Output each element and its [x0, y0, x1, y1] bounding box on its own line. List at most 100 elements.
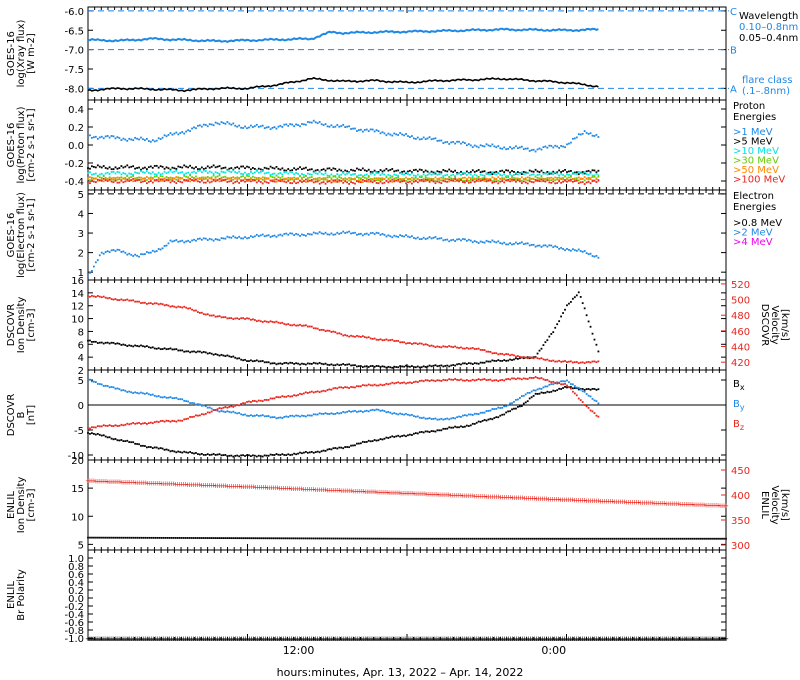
data-point	[558, 320, 561, 323]
data-point	[369, 365, 372, 367]
data-point	[440, 182, 443, 185]
data-point	[452, 238, 455, 241]
data-point	[683, 537, 686, 540]
data-point	[483, 176, 486, 179]
data-point	[403, 177, 405, 180]
data-point	[391, 381, 394, 384]
data-point: +	[219, 482, 225, 490]
data-point	[193, 178, 195, 181]
data-point: +	[247, 483, 253, 491]
data-point	[278, 537, 281, 540]
data-point	[487, 173, 490, 175]
data-point	[220, 179, 223, 182]
data-point	[587, 320, 590, 323]
data-point: +	[185, 481, 191, 489]
data-point	[114, 438, 117, 440]
data-point	[491, 359, 494, 362]
data-point	[509, 180, 511, 183]
data-point	[132, 139, 135, 142]
ytick-label: 14	[71, 289, 84, 300]
data-point	[244, 171, 246, 174]
data-point	[556, 323, 559, 326]
data-point	[518, 172, 521, 175]
data-point	[550, 179, 553, 182]
data-point	[438, 429, 441, 432]
data-point	[220, 167, 223, 170]
data-point	[253, 319, 256, 321]
data-point: +	[456, 492, 462, 500]
flare-level-label: A	[730, 84, 737, 95]
data-point	[362, 537, 365, 540]
data-point	[723, 537, 725, 540]
data-point	[536, 352, 539, 355]
data-point	[485, 360, 488, 363]
ylabel-line: Ion Density	[16, 297, 27, 354]
data-point	[481, 170, 484, 173]
data-point	[240, 237, 243, 240]
data-point	[511, 353, 513, 356]
data-point	[301, 393, 303, 396]
data-point	[240, 179, 243, 181]
data-point	[265, 126, 268, 129]
data-point	[491, 143, 494, 146]
data-point	[156, 536, 159, 539]
data-point	[448, 345, 451, 347]
data-point	[106, 425, 109, 427]
data-point	[267, 167, 270, 170]
data-point	[503, 537, 506, 540]
data-point	[218, 165, 221, 167]
data-point	[460, 179, 462, 181]
data-point	[497, 182, 500, 185]
data-point	[369, 178, 372, 181]
data-point	[526, 356, 529, 359]
data-point	[293, 176, 296, 179]
data-point	[92, 295, 95, 298]
data-point	[134, 442, 137, 445]
data-point	[305, 363, 307, 366]
data-point	[593, 537, 596, 540]
data-point	[369, 440, 372, 443]
data-point	[617, 537, 620, 540]
data-point	[546, 179, 549, 182]
data-point	[375, 408, 378, 411]
data-point	[271, 453, 274, 456]
data-point	[228, 170, 231, 173]
data-point	[204, 170, 207, 172]
data-point	[120, 536, 123, 539]
data-point	[283, 362, 286, 364]
data-point	[305, 181, 307, 183]
data-point	[171, 133, 174, 136]
data-point	[526, 179, 529, 182]
data-point	[513, 537, 516, 540]
data-point	[405, 364, 407, 367]
data-point	[338, 537, 341, 540]
data-point	[147, 140, 150, 142]
data-point	[257, 176, 260, 179]
data-point	[534, 376, 537, 378]
data-point	[522, 148, 525, 151]
data-point	[481, 349, 484, 351]
ytick-label: 0	[78, 401, 84, 412]
data-point	[454, 180, 456, 183]
data-point	[361, 234, 364, 237]
data-point	[293, 178, 296, 181]
data-point: +	[225, 482, 231, 490]
data-point	[165, 166, 168, 169]
data-point	[179, 180, 182, 183]
data-point	[294, 537, 297, 540]
data-point: +	[294, 485, 300, 493]
data-point	[202, 537, 205, 539]
data-point	[564, 179, 566, 181]
data-point	[287, 323, 290, 325]
data-point	[297, 167, 299, 170]
data-point	[407, 365, 409, 368]
data-point	[177, 180, 180, 183]
data-point	[189, 174, 191, 177]
data-point	[526, 357, 529, 360]
data-point	[104, 172, 107, 175]
data-point	[96, 382, 99, 385]
data-point	[128, 180, 131, 182]
data-point	[397, 366, 400, 369]
data-point	[163, 347, 166, 350]
data-point	[570, 249, 572, 252]
